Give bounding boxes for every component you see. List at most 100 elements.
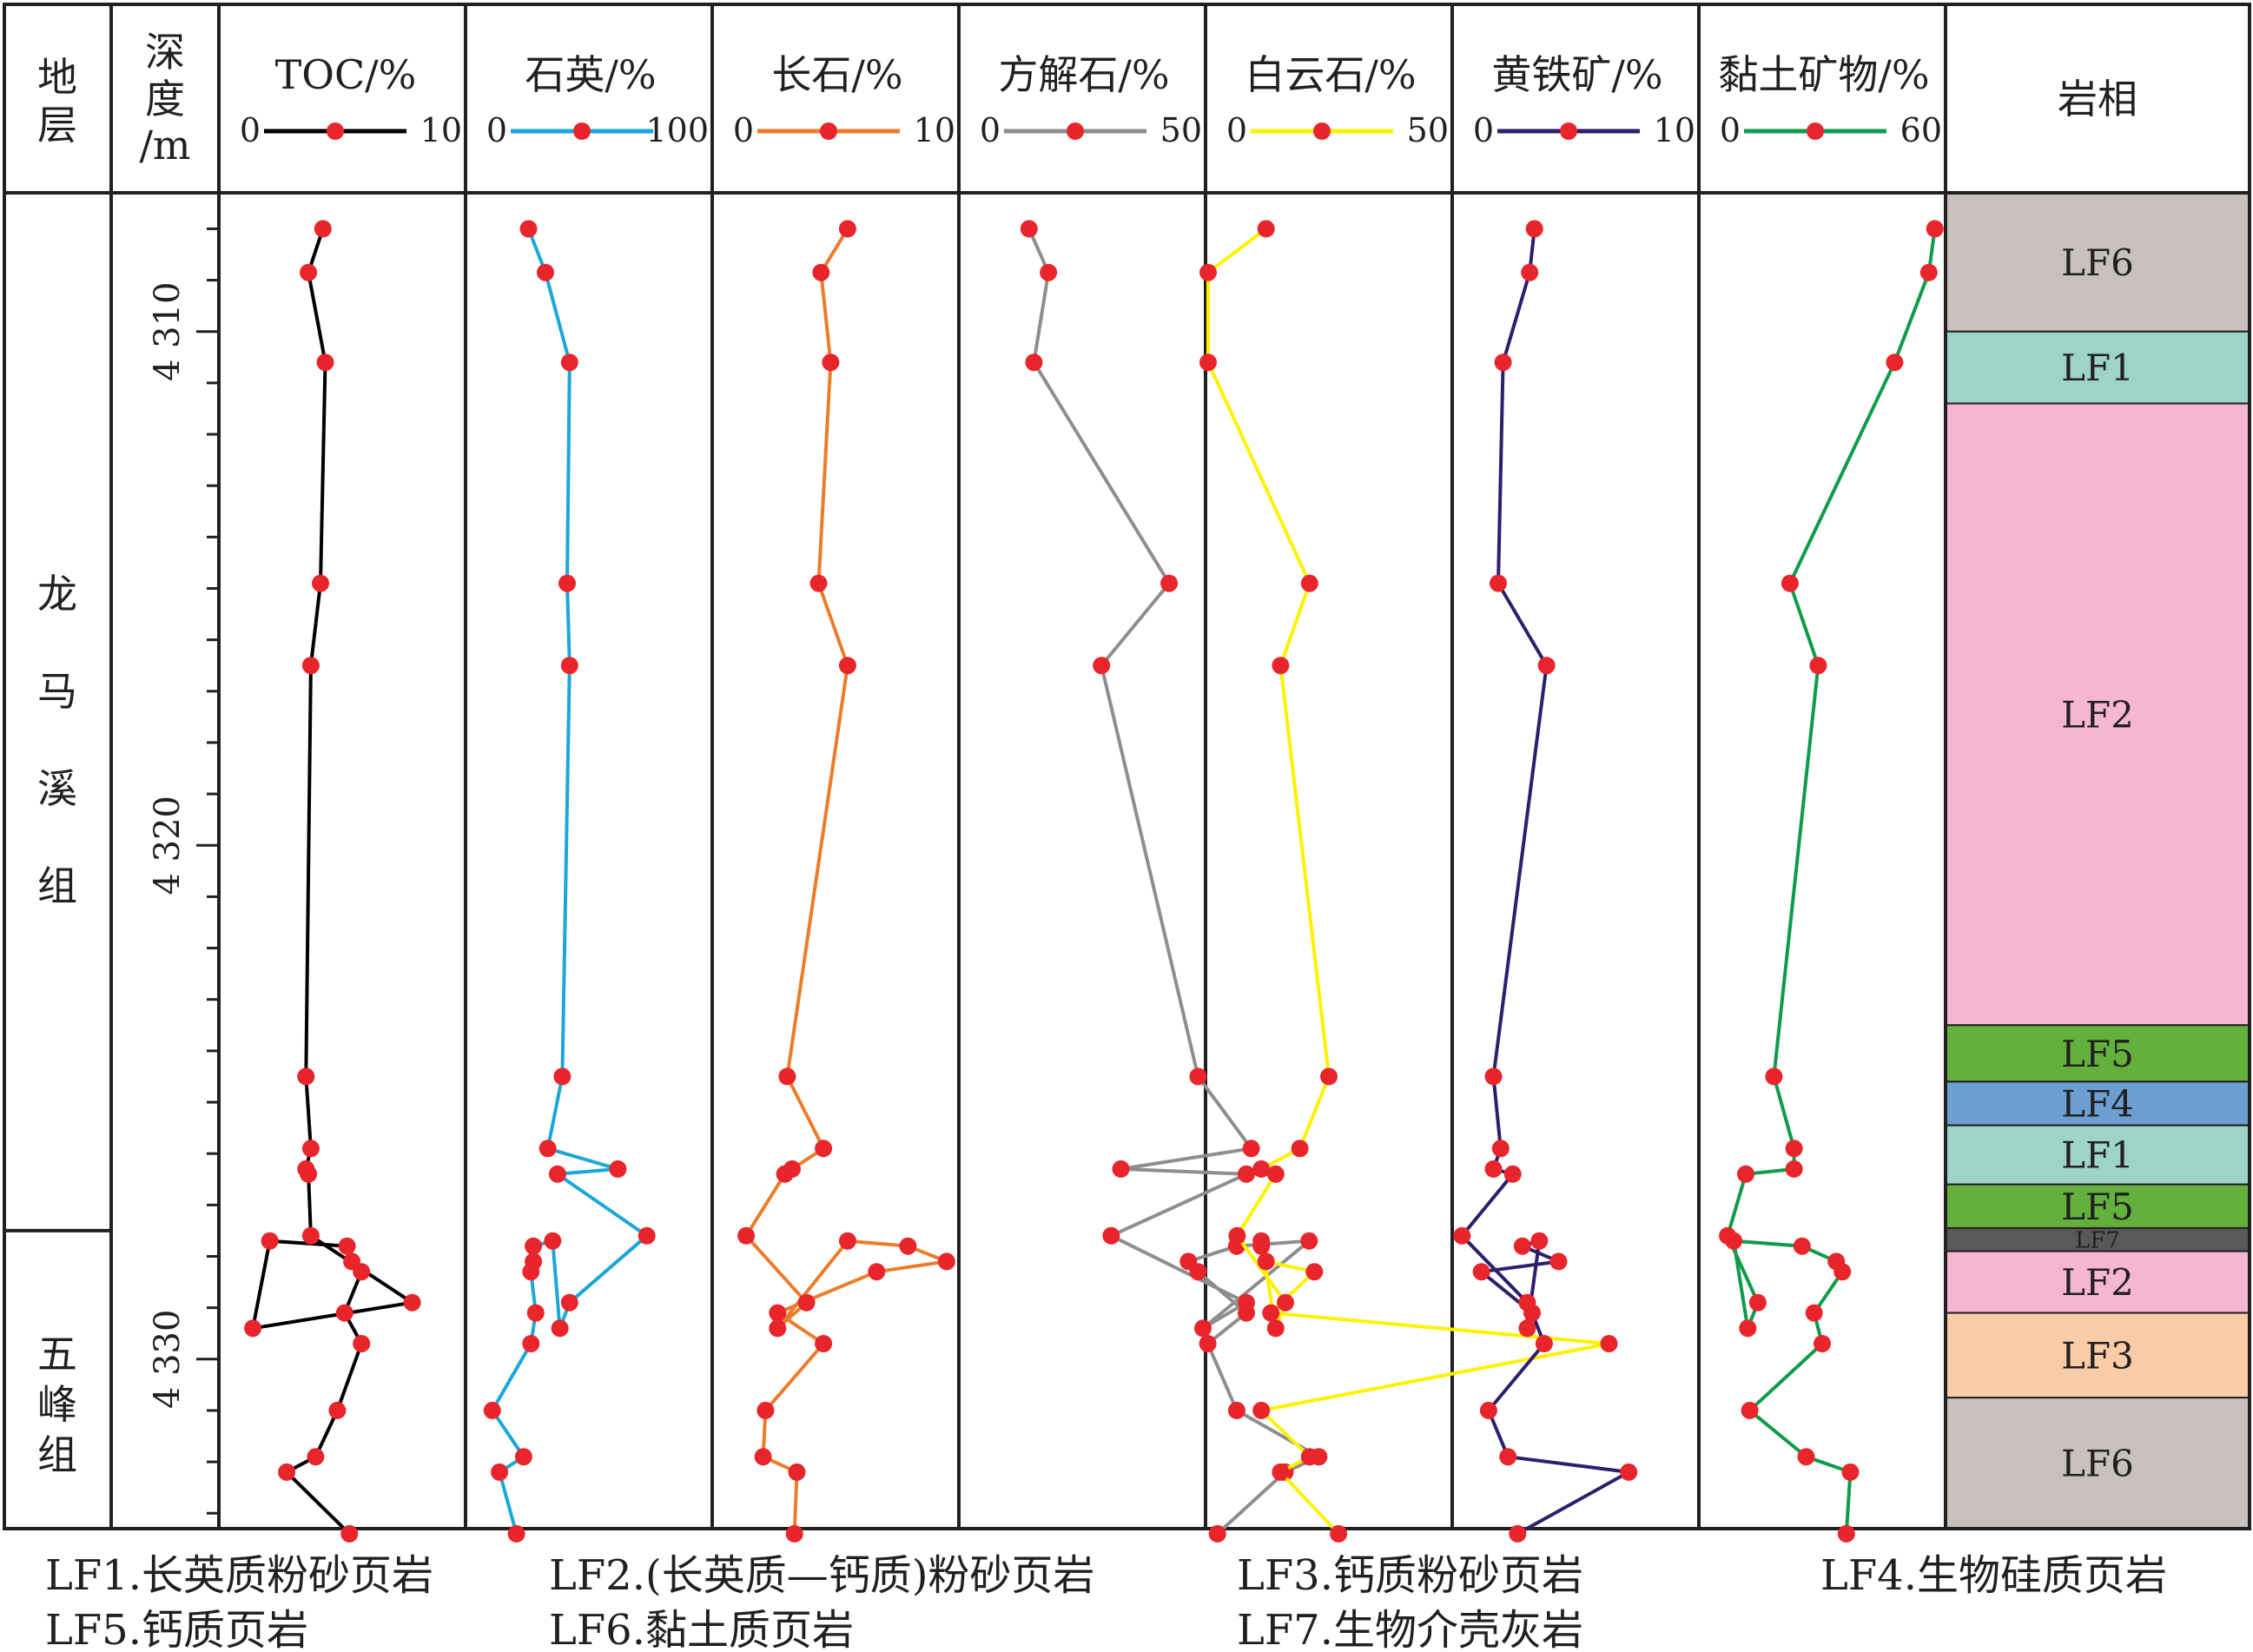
lithofacies-label: LF5 — [2061, 1033, 2134, 1075]
lithofacies-label: LF2 — [2061, 693, 2134, 736]
data-point — [301, 1140, 320, 1158]
data-point — [328, 1401, 347, 1419]
data-point — [1194, 1319, 1212, 1338]
lithofacies-box — [1945, 402, 2250, 1027]
depth-header: /m — [139, 122, 190, 169]
data-point — [538, 1140, 557, 1158]
data-point — [1472, 1263, 1490, 1281]
series-line — [1027, 228, 1321, 1536]
data-point — [353, 1335, 371, 1352]
depth-tick-label: 4 320 — [148, 796, 188, 895]
data-point — [815, 1335, 833, 1352]
data-point — [1479, 1401, 1497, 1419]
data-point — [1537, 657, 1556, 675]
data-point — [1102, 1226, 1120, 1245]
data-point — [838, 220, 856, 238]
data-point — [1785, 1160, 1803, 1178]
data-point — [788, 1463, 806, 1481]
legend-item: LF5.钙质页岩 — [45, 1606, 308, 1652]
data-point — [1300, 574, 1318, 592]
data-point — [1841, 1463, 1860, 1481]
data-point — [797, 1293, 816, 1312]
series-legend-marker — [573, 122, 591, 140]
strata-header: 层 — [37, 102, 77, 149]
data-point — [338, 1237, 356, 1255]
data-point — [1330, 1524, 1348, 1543]
data-point — [1513, 1237, 1531, 1255]
series-legend-marker — [1067, 122, 1084, 140]
range-min-label: 0 — [486, 111, 507, 149]
data-point — [785, 1524, 803, 1543]
stratum-longmaxi: 马 — [37, 668, 77, 715]
data-point — [609, 1160, 627, 1178]
data-point — [491, 1463, 509, 1481]
range-max-label: 10 — [1654, 111, 1695, 149]
data-point — [1252, 1160, 1271, 1178]
data-point — [525, 1237, 543, 1255]
lithofacies-label: LF5 — [2061, 1186, 2134, 1228]
data-point — [300, 263, 318, 281]
data-point — [1262, 1304, 1280, 1322]
data-point — [560, 1293, 578, 1312]
data-point — [776, 1165, 794, 1183]
legend-item: LF4.生物硅质页岩 — [1820, 1551, 2167, 1600]
data-point — [522, 1335, 540, 1352]
data-point — [353, 1263, 371, 1281]
data-point — [1112, 1160, 1130, 1178]
range-min-label: 0 — [1226, 111, 1247, 149]
data-point — [544, 1232, 562, 1250]
data-point — [815, 1140, 833, 1158]
data-point — [1809, 657, 1827, 675]
data-point — [1199, 354, 1217, 372]
data-point — [1266, 1165, 1285, 1183]
data-point — [838, 657, 856, 675]
data-point — [1272, 1463, 1290, 1481]
lithofacies-label: LF6 — [2061, 241, 2134, 284]
data-point — [300, 1165, 318, 1183]
range-min-label: 0 — [980, 111, 1001, 149]
data-point — [1805, 1304, 1823, 1322]
range-max-label: 50 — [1160, 111, 1202, 149]
lithofacies-label: LF4 — [2061, 1083, 2134, 1126]
data-point — [1484, 1067, 1503, 1086]
series-legend-marker — [820, 122, 837, 140]
stratum-wufeng: 峰 — [37, 1381, 77, 1428]
data-point — [812, 263, 830, 281]
series-title: TOC/% — [275, 51, 417, 98]
data-point — [514, 1448, 532, 1466]
depth-tick-label: 4 310 — [148, 281, 188, 381]
data-point — [1748, 1293, 1767, 1312]
series-title: 白云石/% — [1245, 51, 1416, 98]
data-point — [757, 1401, 775, 1419]
data-point — [1494, 354, 1512, 372]
data-point — [1741, 1401, 1759, 1419]
lithofacies-box — [1945, 1312, 2250, 1399]
range-min-label: 0 — [1473, 111, 1494, 149]
depth-header: 深 — [145, 29, 185, 76]
series-title: 长石/% — [771, 51, 902, 98]
data-point — [1020, 220, 1038, 238]
data-point — [638, 1226, 656, 1245]
data-point — [1739, 1319, 1757, 1338]
data-point — [1025, 354, 1043, 372]
range-max-label: 50 — [1407, 111, 1449, 149]
legend-item: LF2.(长英质—钙质)粉砂页岩 — [549, 1551, 1094, 1600]
lithofacies-box — [1945, 192, 2250, 333]
data-point — [1785, 1140, 1803, 1158]
data-point — [1793, 1237, 1811, 1255]
data-point — [822, 354, 840, 372]
series-title: 黏土矿物/% — [1718, 51, 1929, 98]
data-point — [1518, 1319, 1536, 1338]
data-point — [403, 1293, 421, 1312]
data-point — [769, 1304, 787, 1322]
range-max-label: 10 — [420, 111, 462, 149]
data-point — [1737, 1165, 1754, 1183]
data-point — [737, 1226, 756, 1245]
data-point — [1833, 1263, 1852, 1281]
lithofacies-box — [1945, 330, 2250, 405]
data-point — [1257, 220, 1275, 238]
series-line — [251, 228, 414, 1536]
series-line — [1726, 228, 1937, 1535]
data-point — [244, 1319, 262, 1338]
data-point — [560, 657, 578, 675]
